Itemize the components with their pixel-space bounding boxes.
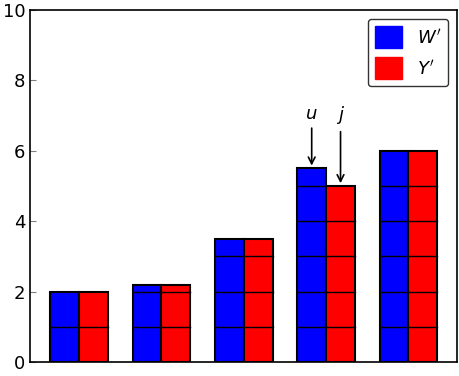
Bar bbox=[79, 292, 107, 362]
Bar bbox=[161, 285, 190, 362]
Bar bbox=[325, 186, 354, 362]
Bar bbox=[379, 151, 408, 362]
Bar bbox=[297, 168, 325, 362]
Text: $j$: $j$ bbox=[335, 104, 344, 181]
Legend: $W'$, $Y'$: $W'$, $Y'$ bbox=[367, 19, 447, 86]
Bar bbox=[214, 239, 243, 362]
Bar bbox=[50, 292, 79, 362]
Bar bbox=[132, 285, 161, 362]
Bar bbox=[243, 239, 272, 362]
Bar bbox=[408, 151, 437, 362]
Text: $u$: $u$ bbox=[305, 105, 317, 164]
